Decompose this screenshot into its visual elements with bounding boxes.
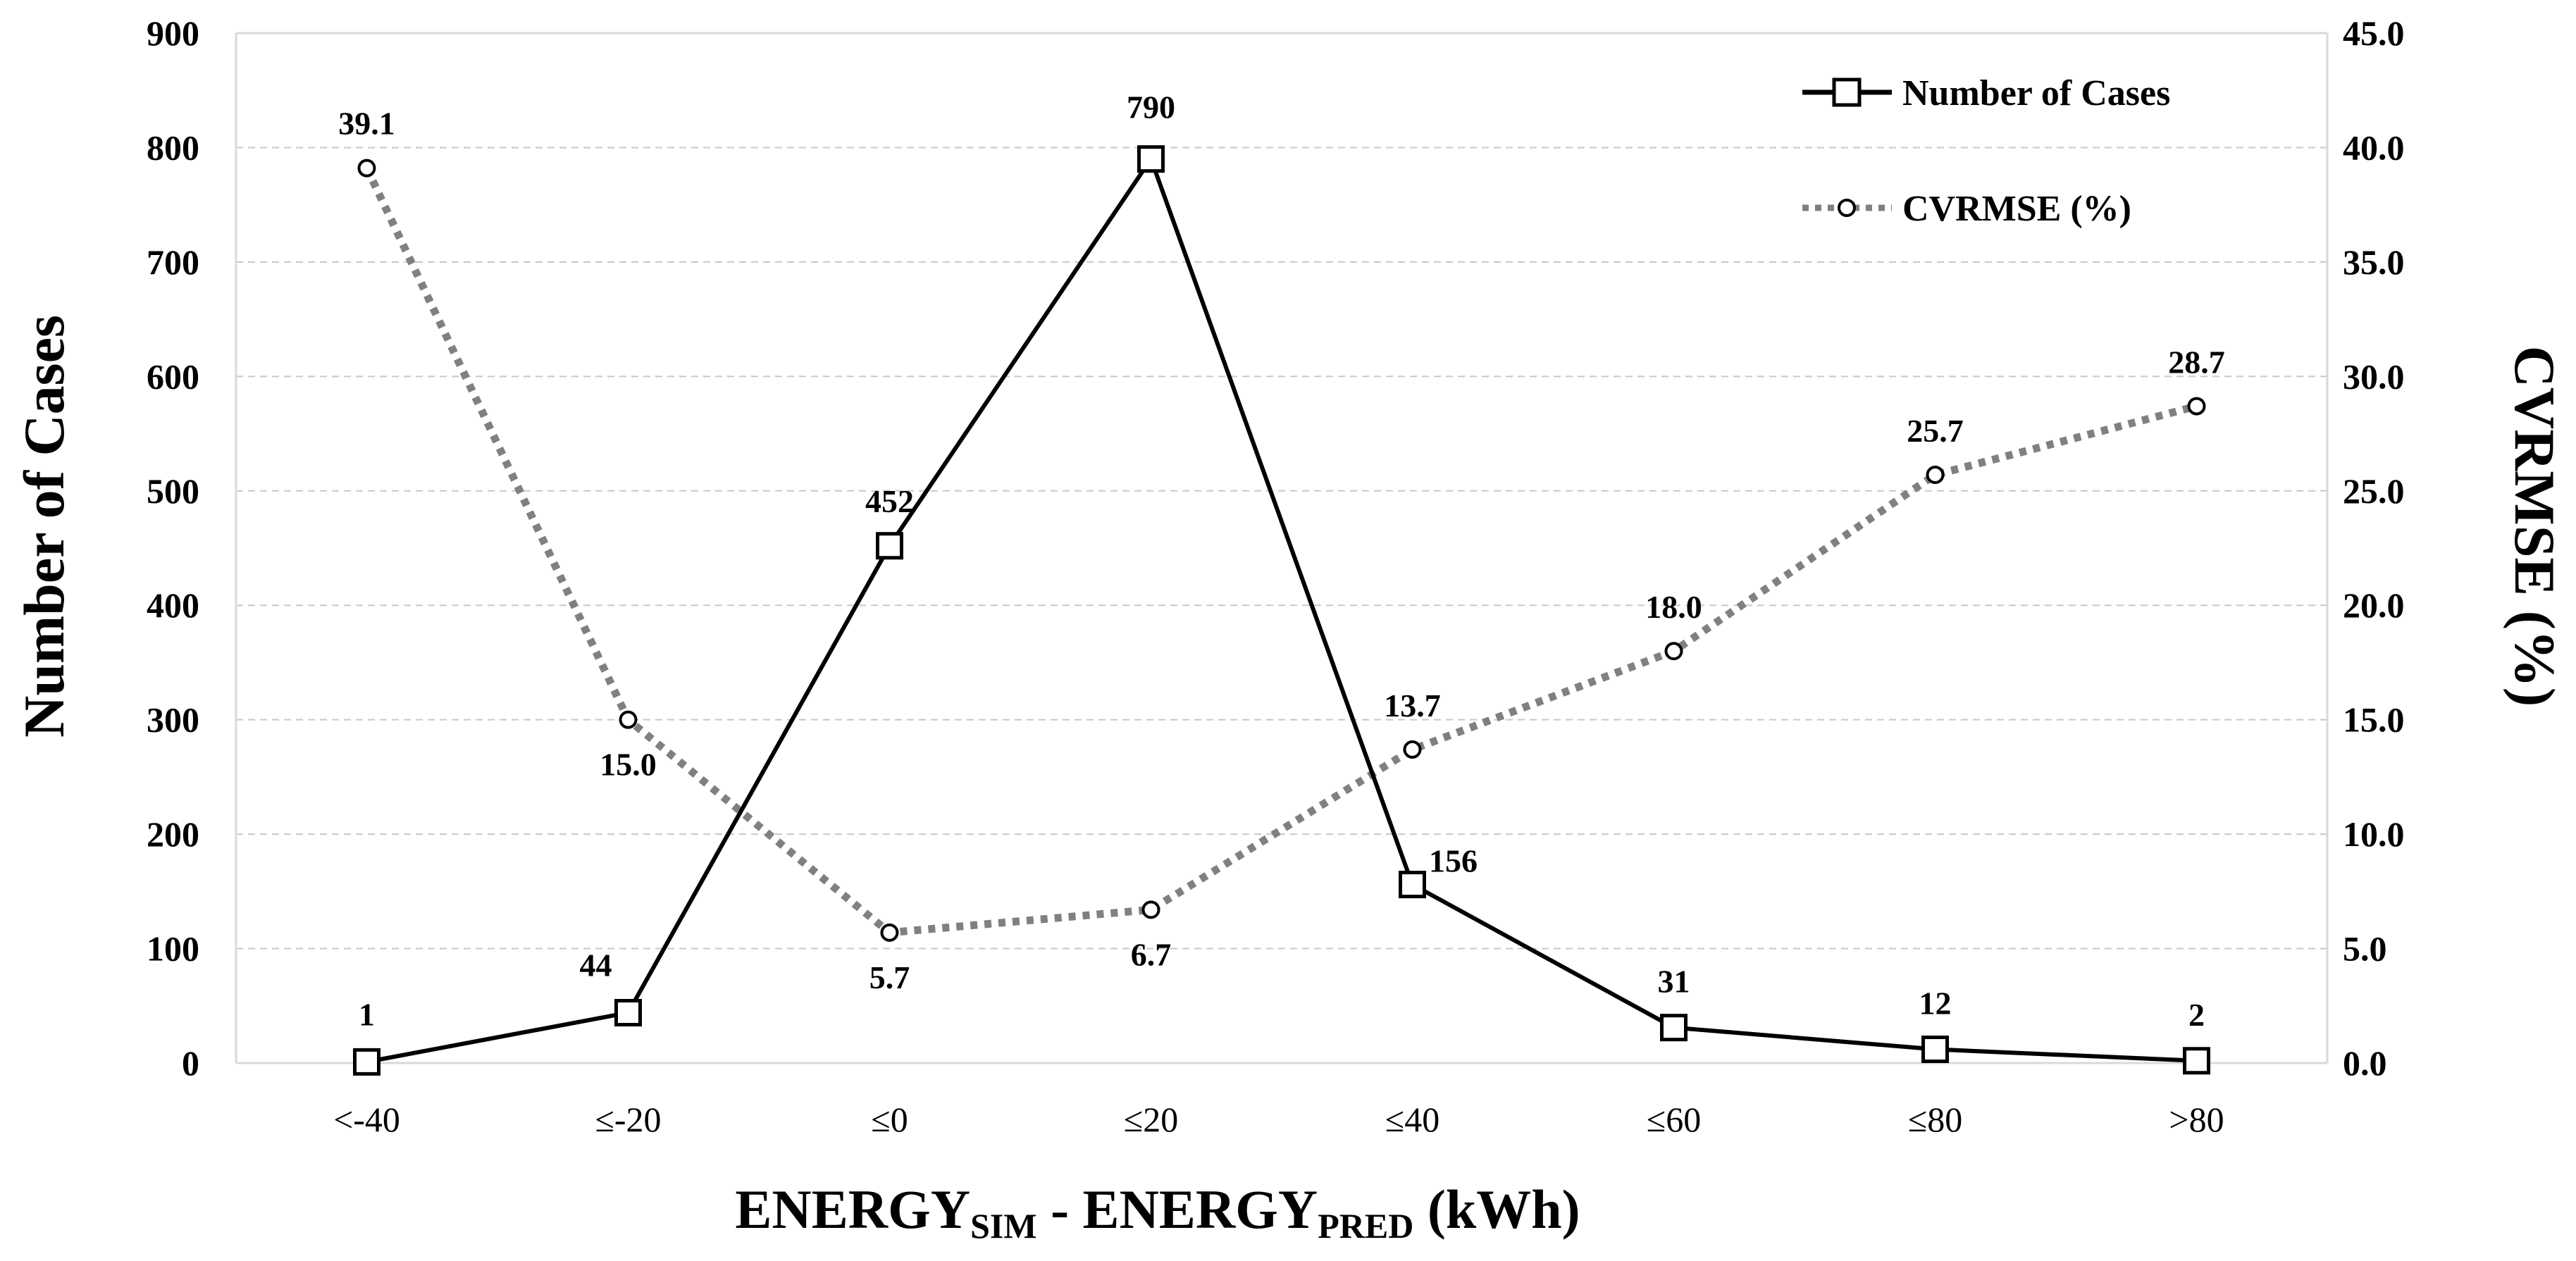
- y-left-tick-label: 700: [147, 242, 199, 282]
- x-tick-label: ≤-20: [595, 1100, 661, 1139]
- cvrmse-point: [357, 159, 376, 178]
- x-axis-ticks: <-40 ≤-20 ≤0 ≤20 ≤40 ≤60 ≤80 >80: [333, 1100, 2224, 1139]
- x-tick-label: ≤80: [1908, 1100, 1962, 1139]
- y-right-tick-label: 0.0: [2343, 1043, 2387, 1083]
- x-axis-title-sub1: SIM: [970, 1206, 1036, 1246]
- cases-data-label: 31: [1658, 964, 1690, 1000]
- y-left-tick-label: 500: [147, 471, 199, 511]
- x-axis-title-part1: ENERGY: [735, 1179, 970, 1240]
- cvrmse-point: [1141, 900, 1160, 919]
- cases-point: [353, 1048, 380, 1076]
- y-left-tick-label: 0: [182, 1043, 199, 1083]
- x-tick-label: >80: [2169, 1100, 2224, 1139]
- y-right-tick-label: 10.0: [2343, 814, 2405, 854]
- y-right-tick-label: 15.0: [2343, 700, 2405, 740]
- cvrmse-data-label: 6.7: [1131, 936, 1172, 972]
- y-right-tick-label: 45.0: [2343, 13, 2405, 53]
- cvrmse-data-label: 18.0: [1645, 589, 1702, 625]
- y-left-tick-label: 800: [147, 128, 199, 167]
- cvrmse-point: [1926, 466, 1945, 485]
- legend-cases-label: Number of Cases: [1902, 73, 2170, 113]
- left-axis-ticks: 0 100 200 300 400 500 600 700 800 900: [147, 13, 199, 1083]
- x-tick-label: ≤20: [1124, 1100, 1178, 1139]
- cases-point: [1137, 145, 1165, 173]
- y-left-tick-label: 300: [147, 700, 199, 740]
- cvrmse-point: [1403, 740, 1422, 759]
- legend-cvrmse-label: CVRMSE (%): [1902, 189, 2131, 229]
- y-left-tick-label: 600: [147, 356, 199, 396]
- x-axis-title-part3: (kWh): [1413, 1179, 1580, 1240]
- cvrmse-point: [2187, 397, 2206, 416]
- cvrmse-data-label: 39.1: [338, 106, 395, 142]
- grid-lines: [236, 147, 2327, 950]
- series-cvrmse-line: [363, 166, 2198, 937]
- cases-data-label: 2: [2188, 997, 2205, 1033]
- y-left-tick-label: 900: [147, 13, 199, 53]
- cases-data-label: 1: [359, 996, 375, 1032]
- cases-point: [1660, 1014, 1688, 1042]
- cvrmse-data-label: 13.7: [1384, 688, 1441, 723]
- cases-data-label: 790: [1127, 89, 1175, 125]
- y-left-tick-label: 200: [147, 814, 199, 854]
- y-right-axis-title: CVRMSE (%): [2503, 346, 2567, 707]
- y-right-tick-label: 20.0: [2343, 585, 2405, 625]
- y-right-tick-label: 40.0: [2343, 128, 2405, 167]
- cases-data-label: 12: [1919, 986, 1952, 1021]
- cases-point: [876, 532, 903, 560]
- x-axis-title: ENERGYSIM - ENERGYPRED (kWh): [735, 1179, 1580, 1246]
- cvrmse-data-label: 5.7: [869, 959, 910, 995]
- right-axis-ticks: 0.0 5.0 10.0 15.0 20.0 25.0 30.0 35.0 40.0 45.0: [2343, 13, 2405, 1083]
- x-tick-label: ≤0: [871, 1100, 908, 1139]
- cvrmse-point: [880, 923, 899, 942]
- y-right-tick-label: 25.0: [2343, 471, 2405, 511]
- legend: Number of Cases CVRMSE (%): [1802, 73, 2170, 229]
- x-tick-label: ≤60: [1647, 1100, 1701, 1139]
- y-left-tick-label: 100: [147, 929, 199, 969]
- cvrmse-point: [1664, 642, 1683, 661]
- cvrmse-data-label: 28.7: [2168, 344, 2225, 380]
- cases-data-label: 452: [865, 483, 914, 519]
- cvrmse-point: [619, 710, 638, 729]
- series-layer: [353, 145, 2210, 1076]
- cases-point: [1399, 871, 1426, 899]
- x-tick-label: <-40: [333, 1100, 400, 1139]
- y-left-axis-title: Number of Cases: [12, 315, 76, 738]
- y-right-tick-label: 5.0: [2343, 929, 2387, 969]
- cases-data-label: 44: [580, 948, 612, 983]
- y-left-tick-label: 400: [147, 585, 199, 625]
- x-axis-title-sub2: PRED: [1318, 1206, 1413, 1246]
- legend-cvrmse-marker: [1838, 199, 1856, 217]
- cases-point: [2183, 1047, 2210, 1075]
- cvrmse-data-label: 15.0: [600, 747, 657, 783]
- data-labels: 1 44 452 790 156 31 12 2 39.1 15.0 5.7 6.7 13.7 18.0 2…: [338, 89, 2225, 1033]
- cases-point: [1921, 1036, 1949, 1064]
- y-right-tick-label: 35.0: [2343, 242, 2405, 282]
- x-axis-title-part2: - ENERGY: [1037, 1179, 1318, 1240]
- cases-point: [614, 999, 642, 1027]
- legend-cases-marker: [1832, 77, 1862, 107]
- series-cases-line: [366, 154, 2197, 1064]
- y-right-tick-label: 30.0: [2343, 356, 2405, 396]
- x-tick-label: ≤40: [1385, 1100, 1439, 1139]
- cases-data-label: 156: [1429, 843, 1478, 879]
- plot-frame: [235, 32, 2329, 1064]
- cvrmse-data-label: 25.7: [1907, 413, 1964, 449]
